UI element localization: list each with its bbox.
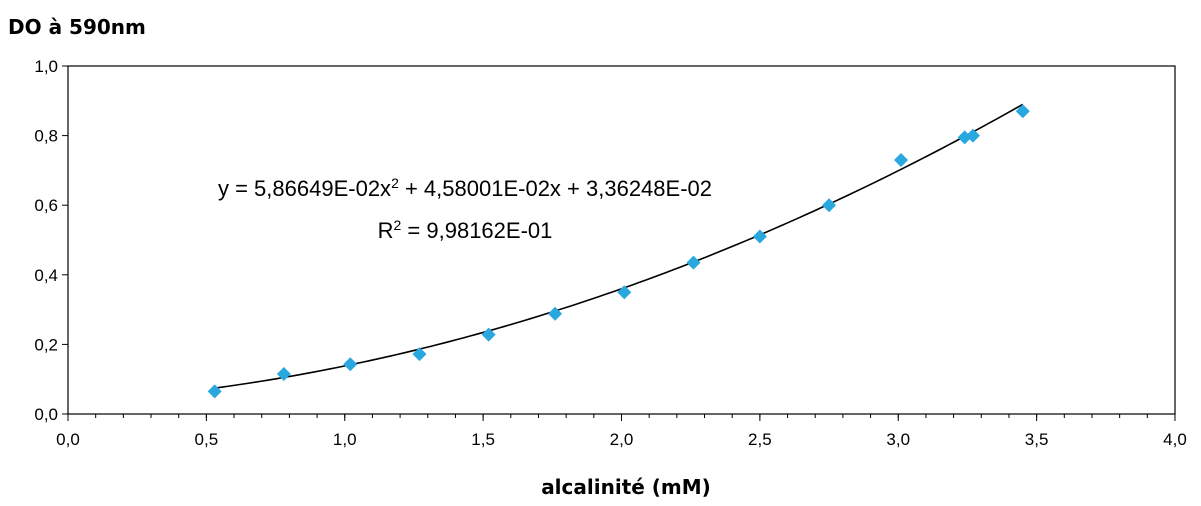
x-tick-label: 0,0 bbox=[56, 430, 80, 449]
y-tick-label: 0,6 bbox=[34, 196, 58, 215]
x-tick-label: 2,5 bbox=[748, 430, 772, 449]
y-tick-label: 0,4 bbox=[34, 266, 58, 285]
y-tick-label: 1,0 bbox=[34, 57, 58, 76]
data-point bbox=[412, 347, 427, 362]
r-squared: R2 = 9,98162E-01 bbox=[378, 217, 553, 243]
r2-rest: = 9,98162E-01 bbox=[401, 218, 552, 243]
data-point bbox=[481, 327, 496, 342]
data-point bbox=[276, 366, 291, 381]
y-axis-title: DO à 590nm bbox=[8, 15, 146, 39]
x-axis-title: alcalinité (mM) bbox=[541, 475, 711, 499]
equation-superscript: 2 bbox=[391, 175, 399, 191]
trendline bbox=[214, 103, 1024, 389]
y-tick-label: 0,2 bbox=[34, 335, 58, 354]
x-tick-label: 3,0 bbox=[886, 430, 910, 449]
y-tick-label: 0,0 bbox=[34, 405, 58, 424]
data-point bbox=[686, 255, 701, 270]
data-point bbox=[207, 384, 222, 399]
data-point bbox=[822, 198, 837, 213]
x-tick-label: 4,0 bbox=[1163, 430, 1187, 449]
y-tick-label: 0,8 bbox=[34, 127, 58, 146]
data-point bbox=[1015, 104, 1030, 119]
x-tick-label: 0,5 bbox=[195, 430, 219, 449]
data-point bbox=[617, 285, 632, 300]
data-point bbox=[343, 357, 358, 372]
data-point bbox=[894, 152, 909, 167]
plot-border bbox=[67, 65, 1176, 415]
x-tick-label: 3,5 bbox=[1025, 430, 1049, 449]
equation-rest: + 4,58001E-02x + 3,36248E-02 bbox=[399, 176, 712, 201]
trendline-equation: y = 5,86649E-02x2 + 4,58001E-02x + 3,362… bbox=[218, 175, 712, 201]
data-point bbox=[752, 229, 767, 244]
x-tick-label: 2,0 bbox=[610, 430, 634, 449]
r2-prefix: R bbox=[378, 218, 394, 243]
r2-superscript: 2 bbox=[394, 217, 402, 233]
x-tick-label: 1,0 bbox=[333, 430, 357, 449]
x-tick-label: 1,5 bbox=[471, 430, 495, 449]
plot-area: 0,0 0,2 0,4 0,6 0,8 1,0 0,0 0,5 1,0 1,5 2,0 2,5 3,0 3… bbox=[34, 57, 1186, 449]
equation-prefix: y = 5,86649E-02x bbox=[218, 176, 391, 201]
data-point bbox=[548, 306, 563, 321]
data-point bbox=[965, 128, 980, 143]
